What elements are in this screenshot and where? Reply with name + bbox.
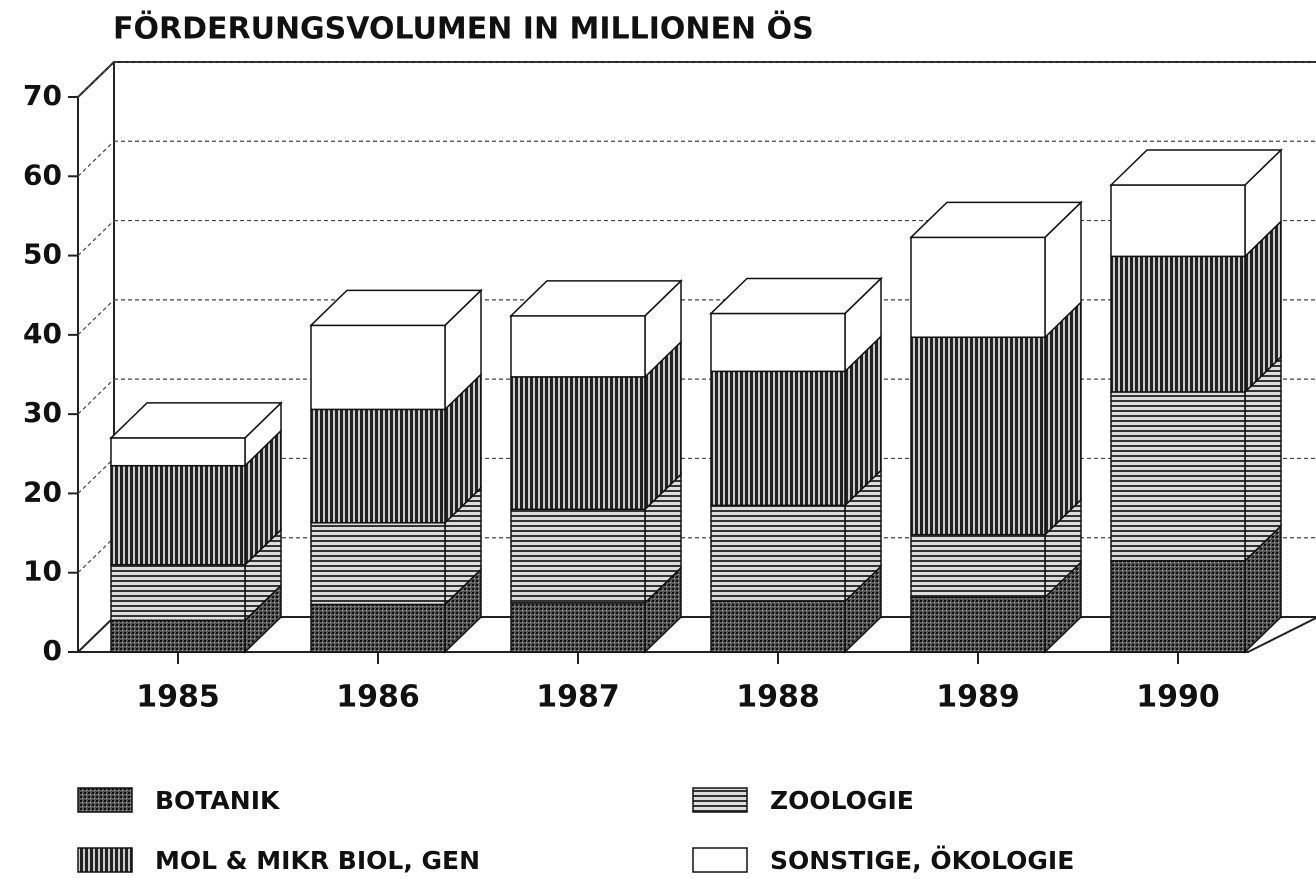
bar-segment <box>110 619 246 653</box>
x-tick-label: 1986 <box>336 680 420 715</box>
bar-top <box>109 402 283 439</box>
bar-segment <box>710 312 846 373</box>
floor <box>75 616 1316 653</box>
grid-line-diagonal <box>77 220 115 257</box>
grid-line-diagonal <box>77 299 115 336</box>
bar-segment <box>710 600 846 653</box>
bar-segment <box>1110 560 1246 653</box>
bar-top <box>1109 149 1283 186</box>
x-tick-label: 1990 <box>1136 680 1220 715</box>
grid-line-diagonal <box>77 537 115 574</box>
y-tick-label: 20 <box>23 475 62 508</box>
bar-top <box>309 289 483 327</box>
x-tick-label: 1989 <box>936 680 1020 715</box>
bar-side <box>1044 300 1082 537</box>
chart-title: FÖRDERUNGSVOLUMEN IN MILLIONEN ÖS <box>113 10 814 47</box>
grid-line-diagonal <box>77 378 115 415</box>
grid-line-diagonal <box>77 140 115 177</box>
bar-segment <box>1110 391 1246 562</box>
bar-top <box>509 280 683 317</box>
bar-segment <box>710 504 846 603</box>
legend-swatch <box>692 787 748 813</box>
bar-segment <box>1110 184 1246 258</box>
bar-segment <box>510 602 646 653</box>
y-tick-label: 50 <box>23 238 62 271</box>
y-tick-label: 10 <box>23 555 62 588</box>
bar-segment <box>310 408 446 524</box>
bar-segment <box>910 236 1046 338</box>
legend-label: ZOOLOGIE <box>770 786 914 815</box>
bar-segment <box>110 437 246 467</box>
bar-segment <box>110 564 246 622</box>
legend-label: MOL & MIKR BIOL, GEN <box>155 846 480 875</box>
legend-swatch <box>77 847 133 873</box>
bar-segment <box>310 603 446 653</box>
legend-label: SONSTIGE, ÖKOLOGIE <box>770 845 1074 875</box>
bar-top <box>909 201 1083 239</box>
y-tick-label: 0 <box>43 634 62 667</box>
bar-segment <box>910 336 1046 536</box>
bar-top <box>709 277 883 315</box>
x-tick-label: 1987 <box>536 680 620 715</box>
y-tick-label: 30 <box>23 396 62 429</box>
bar-segment <box>310 324 446 411</box>
y-tick-label: 40 <box>23 317 62 350</box>
bar-segment <box>510 315 646 378</box>
legend-label: BOTANIK <box>155 786 281 815</box>
bar-segment <box>510 508 646 604</box>
grid-line-diagonal <box>77 61 115 98</box>
x-tick-label: 1985 <box>136 680 220 715</box>
bar-segment <box>510 376 646 511</box>
y-tick-label: 70 <box>23 79 62 112</box>
bar-segment <box>110 464 246 566</box>
bar-segment <box>910 596 1046 653</box>
y-tick-label: 60 <box>23 158 62 191</box>
bar-segment <box>710 370 846 507</box>
bar-segment <box>910 533 1046 599</box>
bar-segment <box>1110 255 1246 393</box>
x-tick-label: 1988 <box>736 680 820 715</box>
legend-swatch <box>77 787 133 813</box>
grid-line-diagonal <box>77 457 115 494</box>
bar-segment <box>310 522 446 606</box>
legend-swatch <box>692 847 748 873</box>
